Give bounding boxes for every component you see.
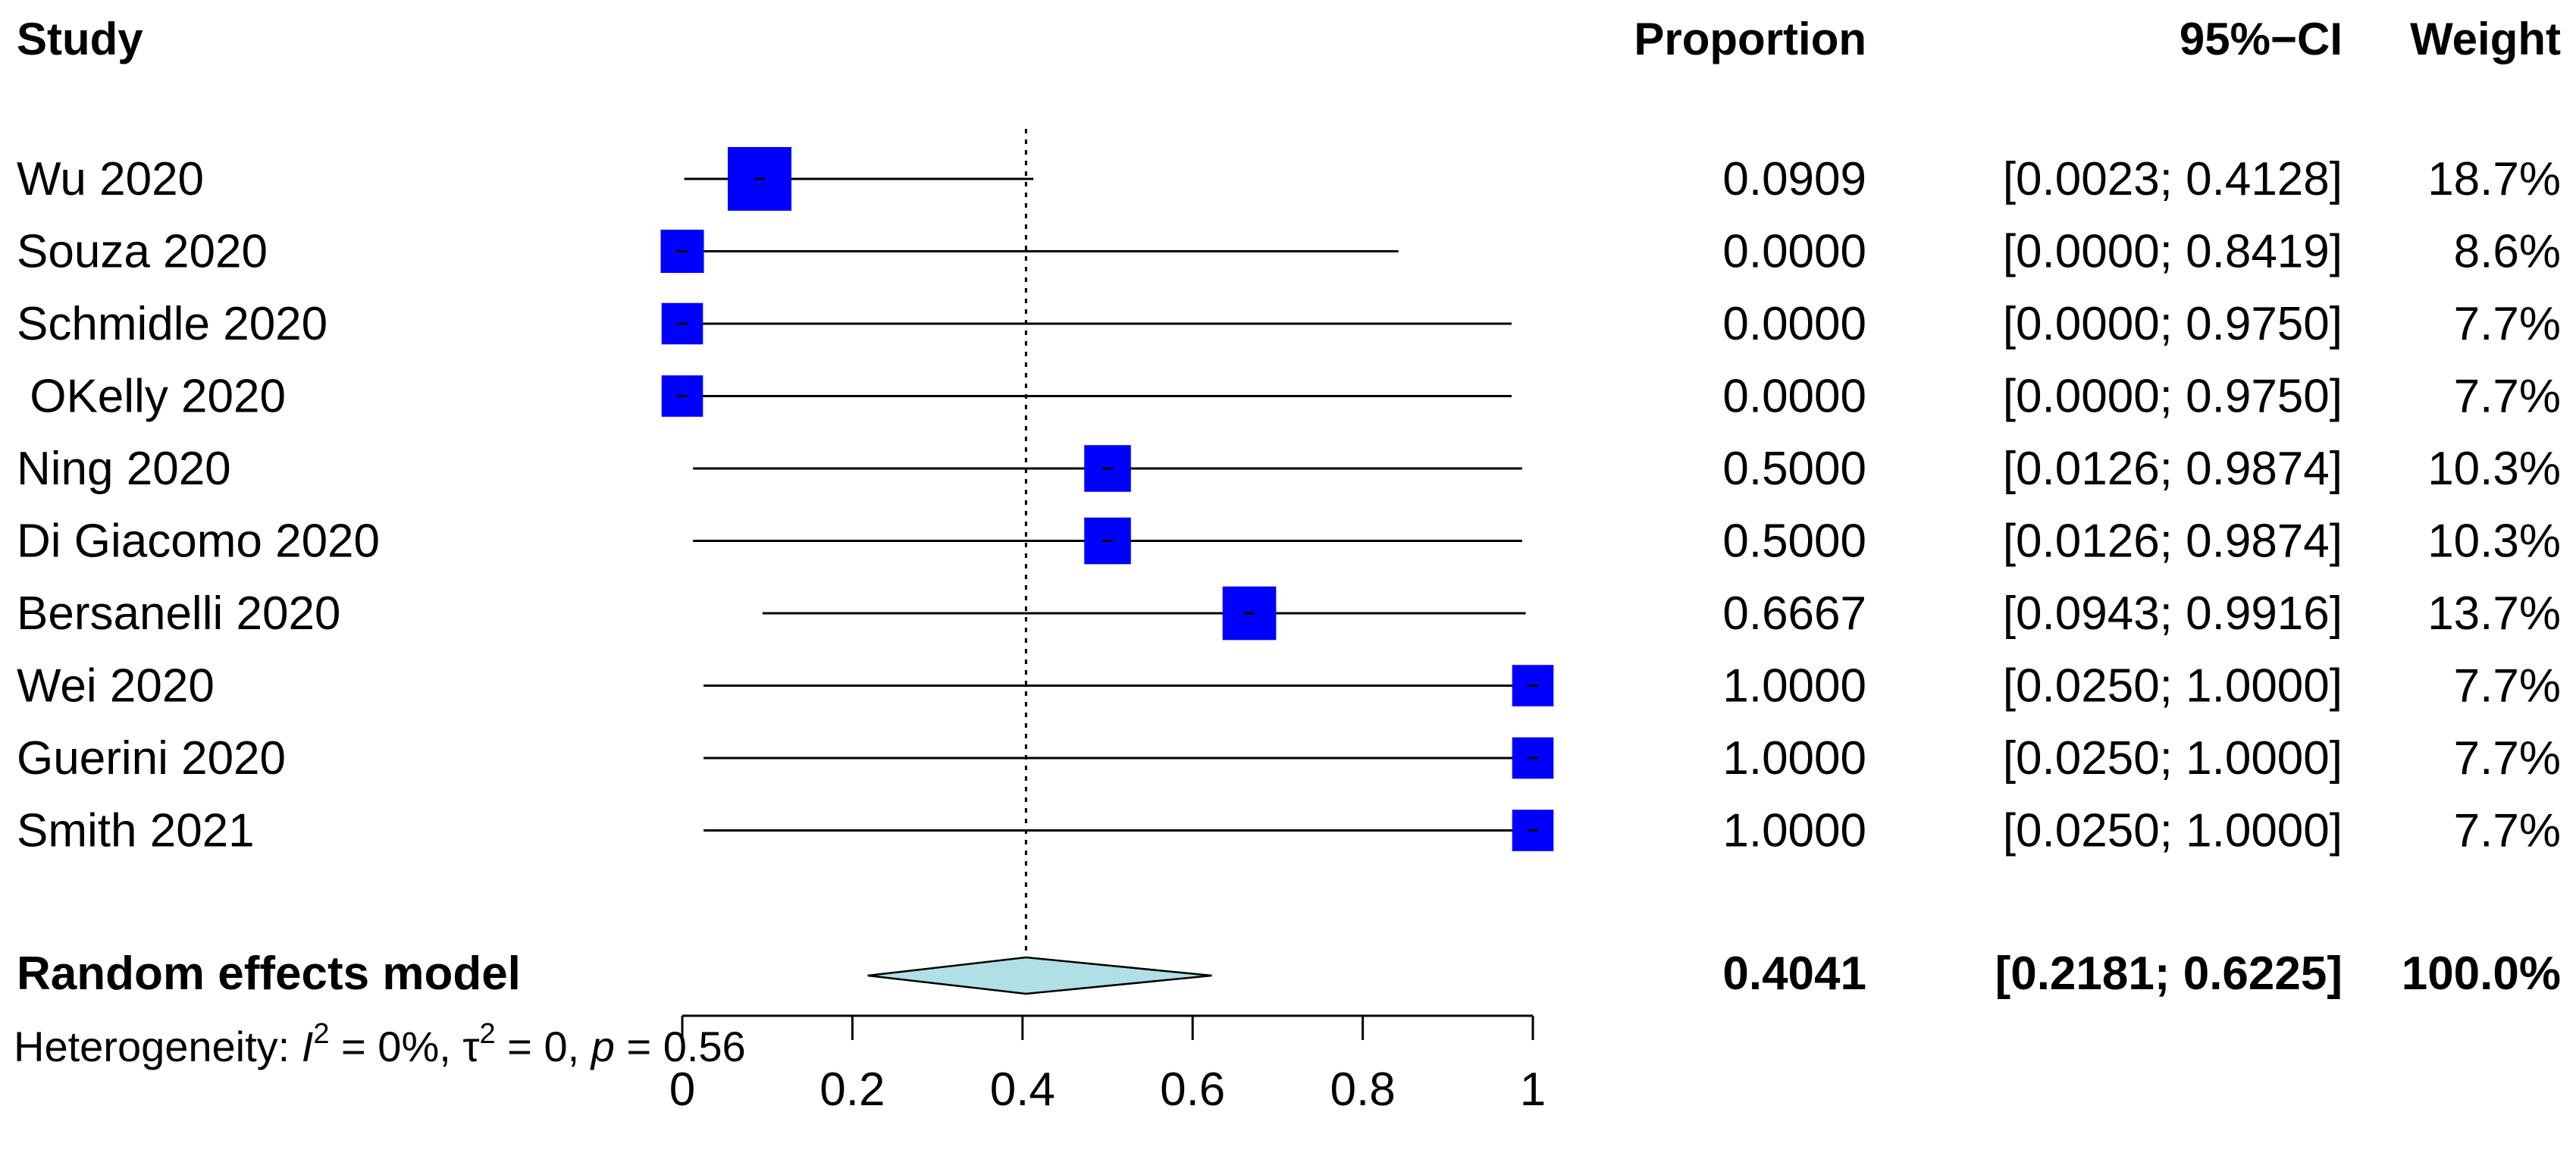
- study-row: OKelly 2020 0.0000 [0.0000; 0.9750] 7.7%: [17, 371, 2561, 423]
- study-row: Schmidle 2020 0.0000 [0.0000; 0.9750] 7.7%: [17, 298, 2561, 350]
- i2-symbol: I: [302, 1023, 314, 1070]
- study-proportion: 0.5000: [1722, 515, 1866, 568]
- tau-symbol: τ: [462, 1023, 479, 1070]
- i2-value: = 0%,: [329, 1023, 462, 1070]
- study-weight: 10.3%: [2427, 443, 2561, 495]
- study-ci: [0.0000; 0.9750]: [2003, 371, 2343, 423]
- study-name: Smith 2021: [17, 805, 255, 857]
- study-proportion: 1.0000: [1722, 660, 1866, 713]
- study-proportion: 0.6667: [1722, 587, 1866, 640]
- study-weight: 7.7%: [2454, 660, 2561, 713]
- x-tick-label: 0: [669, 1064, 695, 1116]
- tau-value: = 0,: [496, 1023, 591, 1070]
- x-tick-label: 0.4: [990, 1064, 1055, 1116]
- study-name: Souza 2020: [17, 226, 268, 278]
- x-tick-label: 0.6: [1160, 1064, 1225, 1116]
- study-ci: [0.0943; 0.9916]: [2003, 587, 2343, 640]
- study-ci: [0.0023; 0.4128]: [2003, 153, 2343, 205]
- study-row: Ning 2020 0.5000 [0.0126; 0.9874] 10.3%: [17, 443, 2561, 495]
- study-ci: [0.0000; 0.8419]: [2003, 226, 2343, 278]
- study-proportion: 0.0000: [1722, 371, 1866, 423]
- study-name: Schmidle 2020: [17, 298, 327, 350]
- study-name: Bersanelli 2020: [17, 587, 340, 640]
- p-value: = 0.56: [615, 1023, 746, 1070]
- study-name: Wei 2020: [17, 660, 215, 713]
- study-row: Wei 2020 1.0000 [0.0250; 1.0000] 7.7%: [17, 660, 2561, 713]
- study-ci: [0.0250; 1.0000]: [2003, 805, 2343, 857]
- x-tick-label: 0.2: [819, 1064, 885, 1116]
- study-row: Di Giacomo 2020 0.5000 [0.0126; 0.9874] 10.…: [17, 515, 2561, 568]
- heterogeneity-text: Heterogeneity: I2 = 0%, τ2 = 0, p = 0.56: [14, 1018, 746, 1070]
- study-ci: [0.0250; 1.0000]: [2003, 660, 2343, 713]
- study-row: Bersanelli 2020 0.6667 [0.0943; 0.9916] 13.…: [17, 586, 2561, 641]
- study-proportion: 0.0000: [1722, 226, 1866, 278]
- heterogeneity-prefix: Heterogeneity:: [14, 1023, 302, 1070]
- study-weight: 7.7%: [2454, 371, 2561, 423]
- x-axis: 0 0.2 0.4 0.6 0.8 1: [669, 1014, 1546, 1116]
- study-name: Ning 2020: [17, 443, 231, 495]
- study-name: Guerini 2020: [17, 732, 286, 785]
- study-weight: 10.3%: [2427, 515, 2561, 568]
- study-proportion: 1.0000: [1722, 805, 1866, 857]
- study-weight: 7.7%: [2454, 732, 2561, 785]
- study-row: Souza 2020 0.0000 [0.0000; 0.8419] 8.6%: [17, 226, 2561, 278]
- header-ci: 95%−CI: [2180, 14, 2343, 64]
- study-weight: 8.6%: [2454, 226, 2561, 278]
- study-weight: 7.7%: [2454, 805, 2561, 857]
- header-weight: Weight: [2410, 14, 2561, 64]
- p-symbol: p: [590, 1023, 615, 1070]
- header-study: Study: [17, 14, 143, 64]
- study-name: Wu 2020: [17, 153, 204, 205]
- study-row: Smith 2021 1.0000 [0.0250; 1.0000] 7.7%: [17, 805, 2561, 857]
- study-ci: [0.0250; 1.0000]: [2003, 732, 2343, 785]
- study-proportion: 0.5000: [1722, 443, 1866, 495]
- summary-label: Random effects model: [17, 948, 521, 1000]
- x-tick-label: 1: [1520, 1064, 1546, 1116]
- i2-exponent: 2: [313, 1018, 329, 1050]
- study-ci: [0.0126; 0.9874]: [2003, 515, 2343, 568]
- study-rows: Wu 2020 0.0909 [0.0023; 0.4128] 18.7% Souza …: [17, 147, 2561, 857]
- summary-diamond: [867, 956, 1212, 995]
- header-proportion: Proportion: [1634, 14, 1866, 64]
- study-weight: 13.7%: [2427, 587, 2561, 640]
- summary-proportion: 0.4041: [1722, 948, 1866, 1000]
- study-ci: [0.0126; 0.9874]: [2003, 443, 2343, 495]
- study-weight: 18.7%: [2427, 153, 2561, 205]
- x-tick-label: 0.8: [1330, 1064, 1395, 1116]
- summary-ci: [0.2181; 0.6225]: [1995, 948, 2343, 1000]
- study-row: Guerini 2020 1.0000 [0.0250; 1.0000] 7.7%: [17, 732, 2561, 785]
- study-weight: 7.7%: [2454, 298, 2561, 350]
- study-name: Di Giacomo 2020: [17, 515, 380, 568]
- study-name: OKelly 2020: [17, 371, 286, 423]
- study-row: Wu 2020 0.0909 [0.0023; 0.4128] 18.7%: [17, 147, 2561, 211]
- summary-row: Random effects model 0.4041 [0.2181; 0.6…: [17, 948, 2561, 1000]
- study-ci: [0.0000; 0.9750]: [2003, 298, 2343, 350]
- summary-weight: 100.0%: [2402, 948, 2561, 1000]
- study-proportion: 0.0909: [1722, 153, 1866, 205]
- tau-exponent: 2: [479, 1018, 495, 1050]
- study-proportion: 0.0000: [1722, 298, 1866, 350]
- study-proportion: 1.0000: [1722, 732, 1866, 785]
